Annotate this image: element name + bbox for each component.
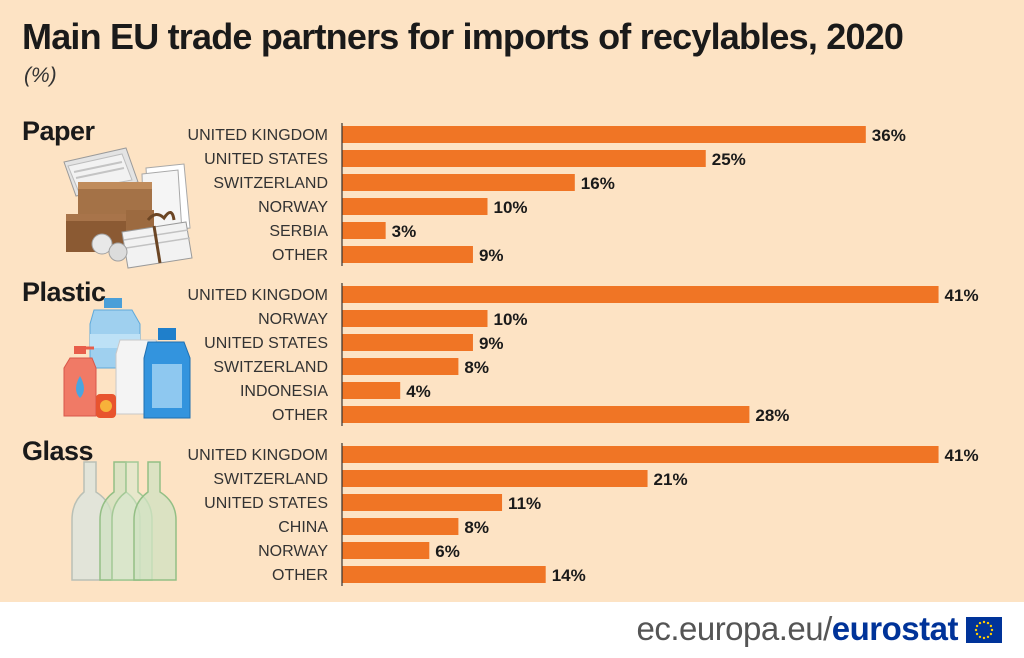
flag-star [986, 621, 990, 625]
value-label-paper-3: 10% [494, 198, 528, 217]
paper-boxes-illustration [63, 147, 193, 269]
bar-glass-5 [342, 566, 546, 583]
value-label-paper-0: 36% [872, 126, 906, 145]
category-label-plastic-1: NORWAY [258, 311, 328, 328]
plastic-bottles-illustration [63, 298, 191, 419]
bar-plastic-4 [342, 382, 401, 399]
value-label-plastic-4: 4% [406, 382, 431, 401]
flag-star [990, 628, 994, 632]
source-prefix: ec.europa.eu/ [636, 610, 832, 647]
category-label-glass-0: UNITED KINGDOM [188, 447, 328, 464]
category-label-glass-3: CHINA [278, 519, 328, 536]
value-label-plastic-0: 41% [945, 286, 979, 305]
bar-paper-5 [342, 246, 473, 263]
flag-star [974, 628, 978, 632]
value-label-glass-3: 8% [464, 518, 489, 537]
value-label-paper-2: 16% [581, 174, 615, 193]
bar-glass-2 [342, 494, 503, 511]
category-label-glass-1: SWITZERLAND [213, 471, 328, 488]
value-label-glass-2: 11% [508, 494, 541, 513]
bar-paper-2 [342, 174, 575, 191]
category-label-paper-5: OTHER [272, 247, 328, 264]
flag-star [975, 632, 979, 636]
source-brand: eurostat [831, 610, 959, 647]
chart-title: Main EU trade partners for imports of re… [22, 16, 904, 57]
value-label-glass-4: 6% [435, 542, 460, 561]
category-label-paper-3: NORWAY [258, 199, 328, 216]
category-label-plastic-3: SWITZERLAND [213, 359, 328, 376]
bar-paper-0 [342, 126, 866, 143]
bar-paper-1 [342, 150, 706, 167]
glass-bottles-illustration [71, 461, 177, 581]
value-label-plastic-3: 8% [464, 358, 489, 377]
bar-plastic-0 [342, 286, 939, 303]
category-label-paper-0: UNITED KINGDOM [188, 127, 328, 144]
category-label-plastic-4: INDONESIA [240, 383, 328, 400]
flag-star [975, 624, 979, 628]
bar-paper-3 [342, 198, 488, 215]
category-label-glass-2: UNITED STATES [204, 495, 328, 512]
value-label-plastic-1: 10% [494, 310, 528, 329]
category-label-paper-1: UNITED STATES [204, 151, 328, 168]
bar-plastic-2 [342, 334, 473, 351]
group-label-glass: Glass [22, 436, 94, 466]
category-label-plastic-5: OTHER [272, 407, 328, 424]
category-label-paper-2: SWITZERLAND [213, 175, 328, 192]
bar-plastic-1 [342, 310, 488, 327]
flag-star [978, 621, 982, 625]
category-label-plastic-0: UNITED KINGDOM [188, 287, 328, 304]
bar-plastic-5 [342, 406, 750, 423]
flag-star [982, 636, 986, 640]
value-label-glass-5: 14% [552, 566, 586, 585]
flag-star [989, 632, 993, 636]
category-label-plastic-2: UNITED STATES [204, 335, 328, 352]
bar-glass-3 [342, 518, 459, 535]
bar-paper-4 [342, 222, 386, 239]
value-label-paper-4: 3% [392, 222, 417, 241]
value-label-glass-0: 41% [945, 446, 979, 465]
bar-plastic-3 [342, 358, 459, 375]
bar-glass-4 [342, 542, 430, 559]
footer: ec.europa.eu/eurostat [0, 602, 1024, 658]
value-label-paper-5: 9% [479, 246, 504, 265]
bar-chart: UNITED KINGDOM 36% UNITED STATES 25% SWITZER… [188, 123, 979, 586]
flag-star [978, 635, 982, 639]
bar-glass-1 [342, 470, 648, 487]
value-label-paper-1: 25% [712, 150, 746, 169]
flag-star [986, 635, 990, 639]
category-label-paper-4: SERBIA [269, 223, 328, 240]
chart-subtitle: (%) [24, 64, 57, 87]
value-label-plastic-5: 28% [755, 406, 789, 425]
category-label-glass-4: NORWAY [258, 543, 328, 560]
chart-panel: Main EU trade partners for imports of re… [0, 0, 1024, 602]
bar-glass-0 [342, 446, 939, 463]
flag-star [989, 624, 993, 628]
eu-flag-icon [966, 617, 1002, 643]
category-label-glass-5: OTHER [272, 567, 328, 584]
source-url[interactable]: ec.europa.eu/eurostat [636, 610, 958, 648]
group-label-plastic: Plastic [22, 277, 106, 307]
value-label-plastic-2: 9% [479, 334, 504, 353]
group-label-paper: Paper [22, 116, 95, 146]
flag-star [982, 620, 986, 624]
value-label-glass-1: 21% [654, 470, 688, 489]
